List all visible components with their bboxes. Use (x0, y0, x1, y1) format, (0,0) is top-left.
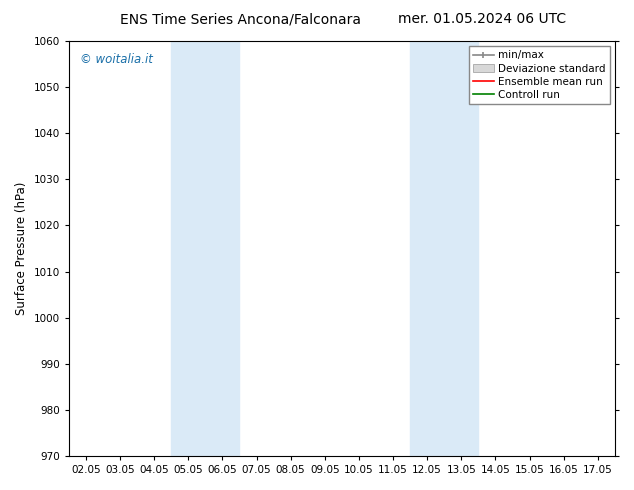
Y-axis label: Surface Pressure (hPa): Surface Pressure (hPa) (15, 182, 28, 315)
Text: mer. 01.05.2024 06 UTC: mer. 01.05.2024 06 UTC (398, 12, 566, 26)
Legend: min/max, Deviazione standard, Ensemble mean run, Controll run: min/max, Deviazione standard, Ensemble m… (469, 46, 610, 104)
Bar (410, 41, 478, 456)
Text: © woitalia.it: © woitalia.it (80, 53, 153, 67)
Text: ENS Time Series Ancona/Falconara: ENS Time Series Ancona/Falconara (120, 12, 361, 26)
Bar (171, 41, 240, 456)
